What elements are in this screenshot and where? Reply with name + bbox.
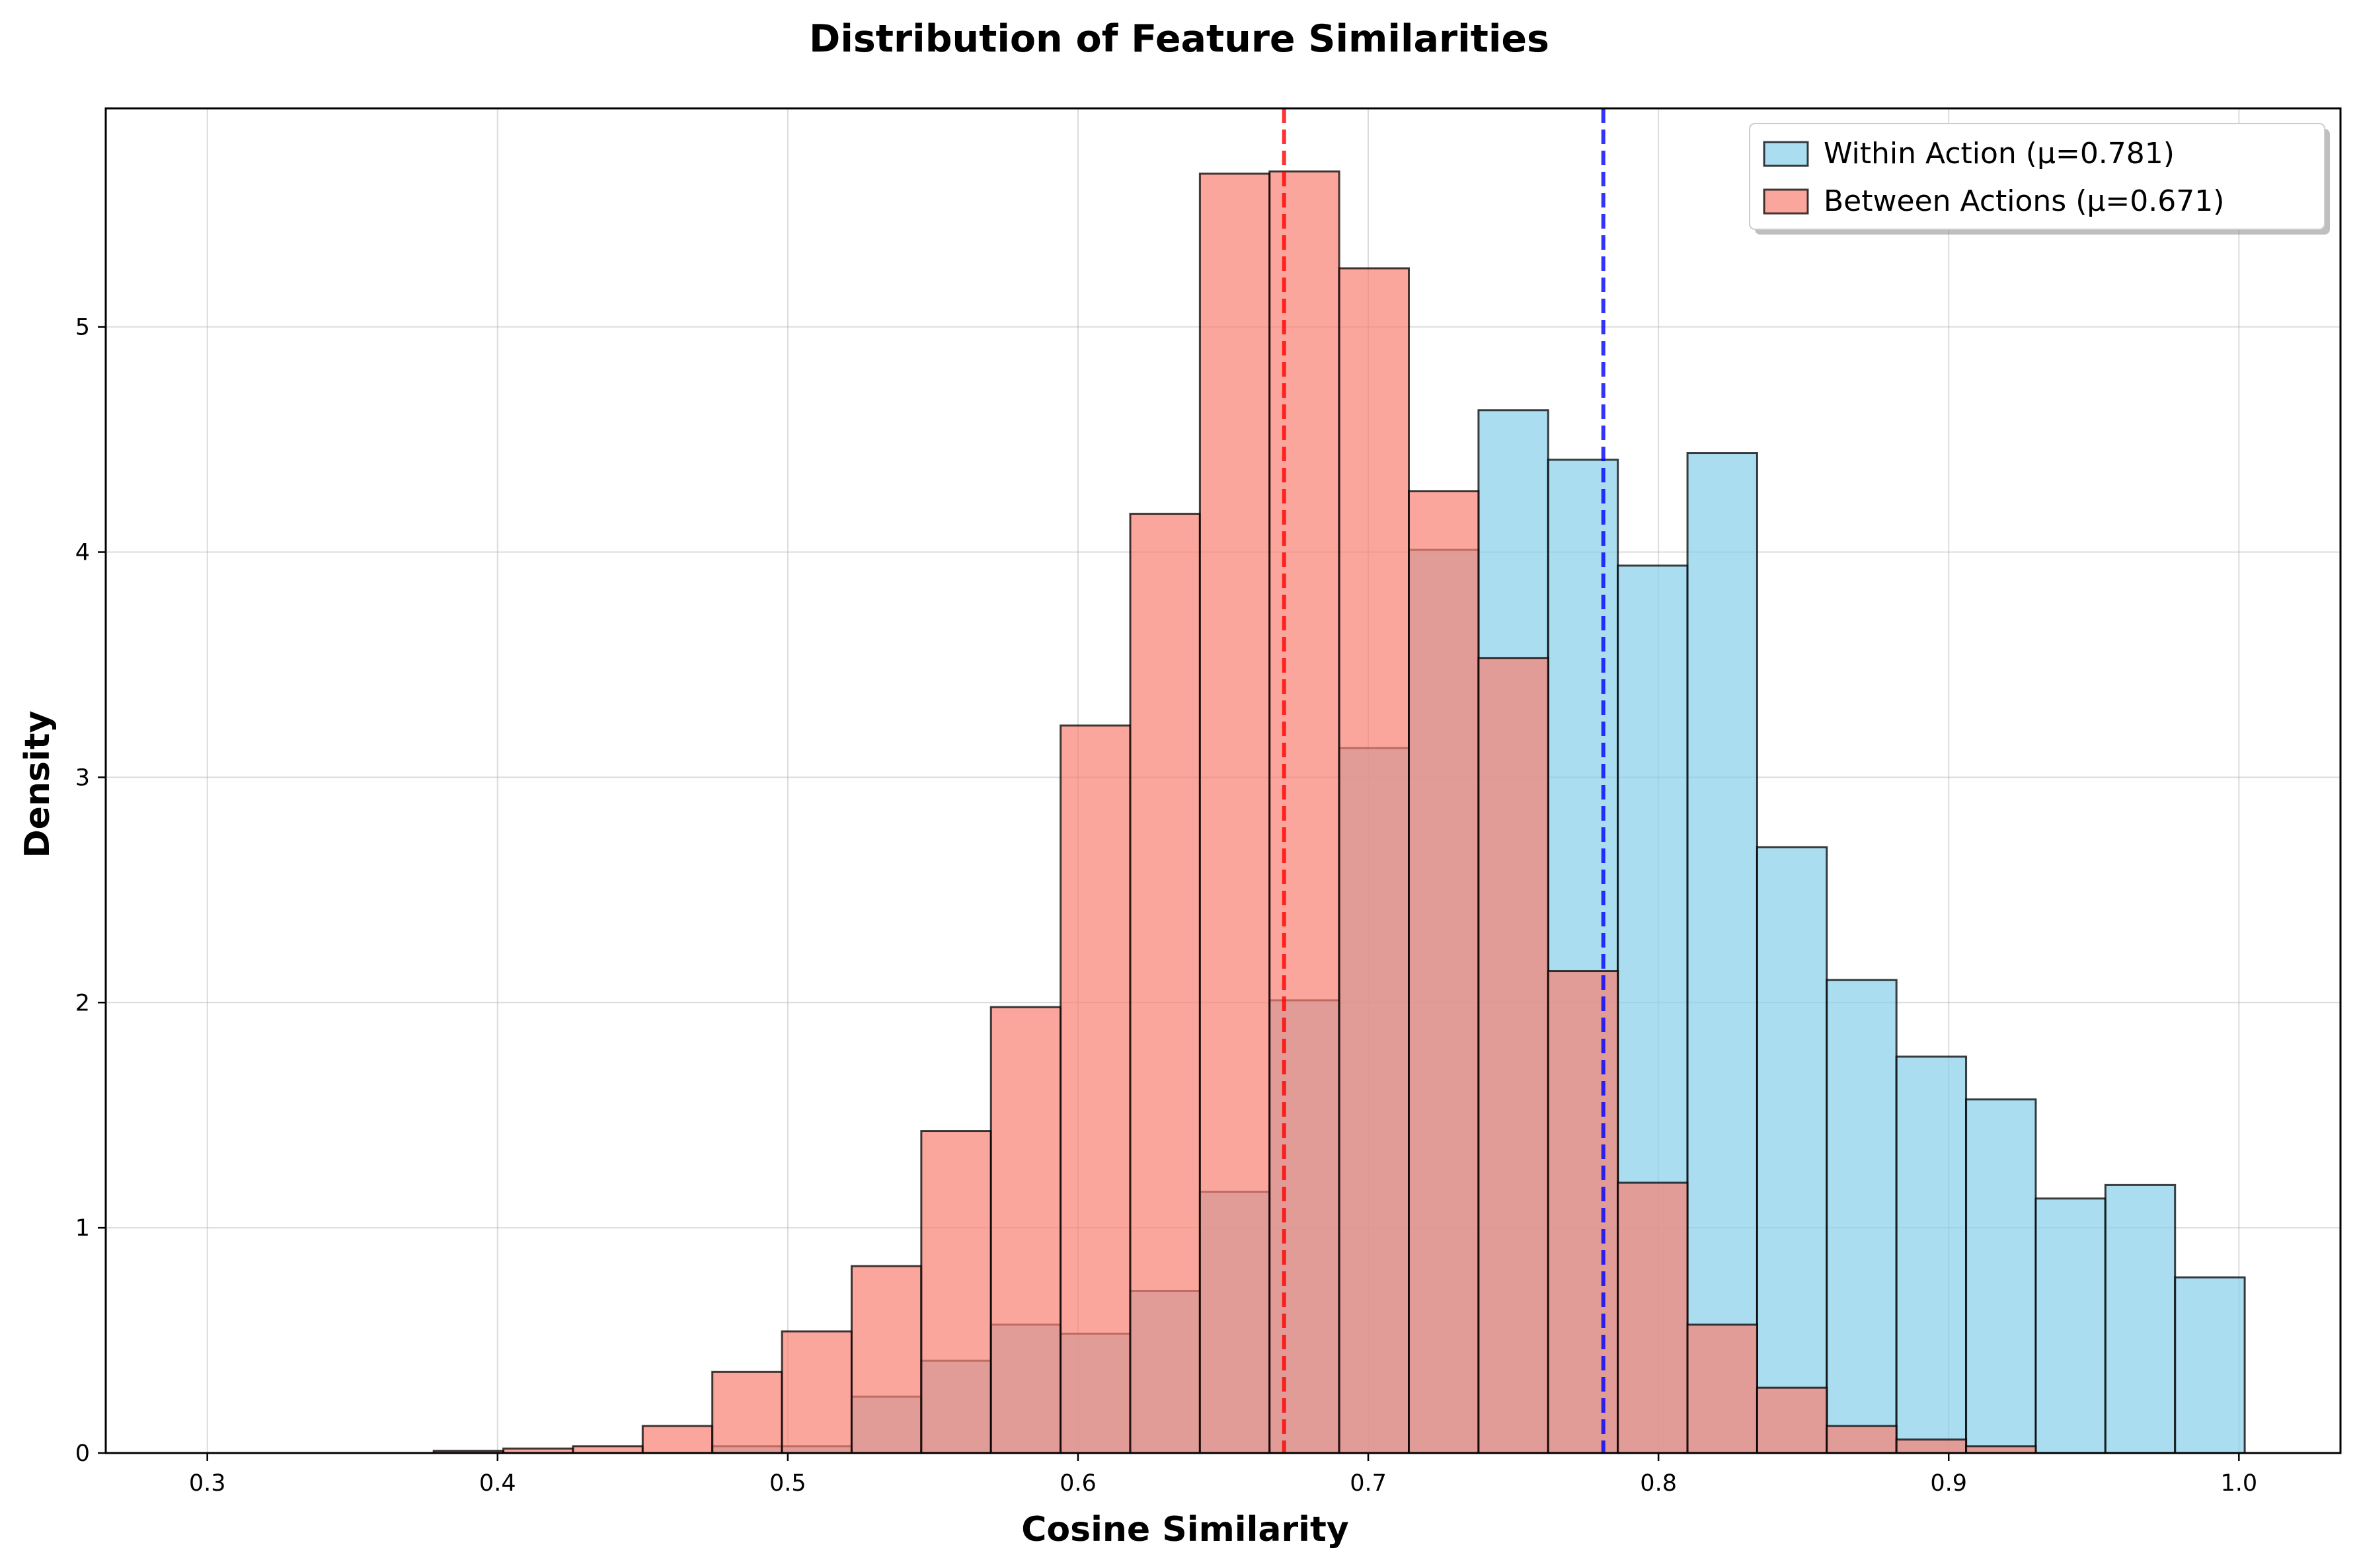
plot-frame: [104, 107, 2342, 1454]
histogram-bar-between: [781, 1330, 853, 1454]
histogram-bar-between: [711, 1370, 783, 1454]
histogram-bar-within: [1826, 979, 1898, 1454]
histogram-bar-between: [641, 1425, 714, 1454]
histogram-bar-within: [2034, 1197, 2107, 1454]
x-tick-label: 0.6: [1060, 1470, 1097, 1497]
histogram-bar-between: [1129, 513, 1201, 1454]
x-tick-label: 0.3: [189, 1470, 226, 1497]
y-tick-label: 4: [75, 540, 90, 566]
histogram-bar-between: [1756, 1386, 1828, 1454]
histogram-bar-between: [920, 1130, 992, 1454]
histogram-bar-within: [1756, 846, 1828, 1454]
x-tick-label: 0.8: [1640, 1470, 1677, 1497]
histogram-bar-between: [1965, 1445, 2037, 1454]
y-tick-label: 5: [75, 315, 90, 341]
histogram-bar-between: [1268, 170, 1340, 1454]
legend-label-between: Between Actions (μ=0.671): [1824, 184, 2224, 218]
histogram-bar-within: [1895, 1055, 1968, 1454]
legend: Within Action (μ=0.781) Between Actions (…: [1749, 123, 2330, 235]
histogram-bar-between: [1826, 1425, 1898, 1454]
x-tick-label: 1.0: [2220, 1470, 2257, 1497]
histogram-bar-between: [1617, 1181, 1689, 1454]
x-tick-label: 0.9: [1930, 1470, 1967, 1497]
y-tick-label: 0: [75, 1440, 90, 1467]
x-tick-label: 0.7: [1350, 1470, 1387, 1497]
histogram-bar-between: [1895, 1438, 1968, 1454]
chart-title: Distribution of Feature Similarities: [809, 17, 1549, 61]
legend-swatch-within: [1763, 141, 1809, 167]
histogram-bar-between: [1060, 724, 1132, 1454]
histogram-bar-between: [850, 1265, 923, 1454]
histogram-bar-between: [1338, 267, 1411, 1454]
y-axis-label: Density: [18, 711, 58, 858]
legend-swatch-between: [1763, 188, 1809, 215]
histogram-bar-between: [572, 1445, 644, 1454]
histogram-bar-between: [1408, 490, 1480, 1454]
legend-label-within: Within Action (μ=0.781): [1824, 137, 2175, 170]
histogram-bar-within: [2174, 1276, 2246, 1454]
histogram-bar-between: [1198, 172, 1271, 1454]
histogram-bar-between: [1686, 1324, 1758, 1454]
x-tick-label: 0.5: [769, 1470, 806, 1497]
plot-area: 0.3 0.4 0.5 0.6 0.7 0.8 0.9 1.0 0 1 2 3 4 5 Within Act…: [75, 107, 2342, 1497]
histogram-bar-between: [1547, 970, 1619, 1454]
y-tick-label: 3: [75, 765, 90, 791]
histogram-bar-between: [989, 1006, 1062, 1454]
histogram-bar-between: [1477, 657, 1549, 1454]
histogram-bar-within: [1965, 1098, 2037, 1454]
y-tick-label: 1: [75, 1215, 90, 1242]
legend-box: [1749, 123, 2325, 230]
histogram-bar-within: [1686, 452, 1758, 1454]
x-axis-label: Cosine Similarity: [1021, 1510, 1348, 1549]
y-tick-label: 2: [75, 990, 90, 1016]
histogram-bar-within: [2104, 1183, 2177, 1454]
x-tick-label: 0.4: [479, 1470, 516, 1497]
